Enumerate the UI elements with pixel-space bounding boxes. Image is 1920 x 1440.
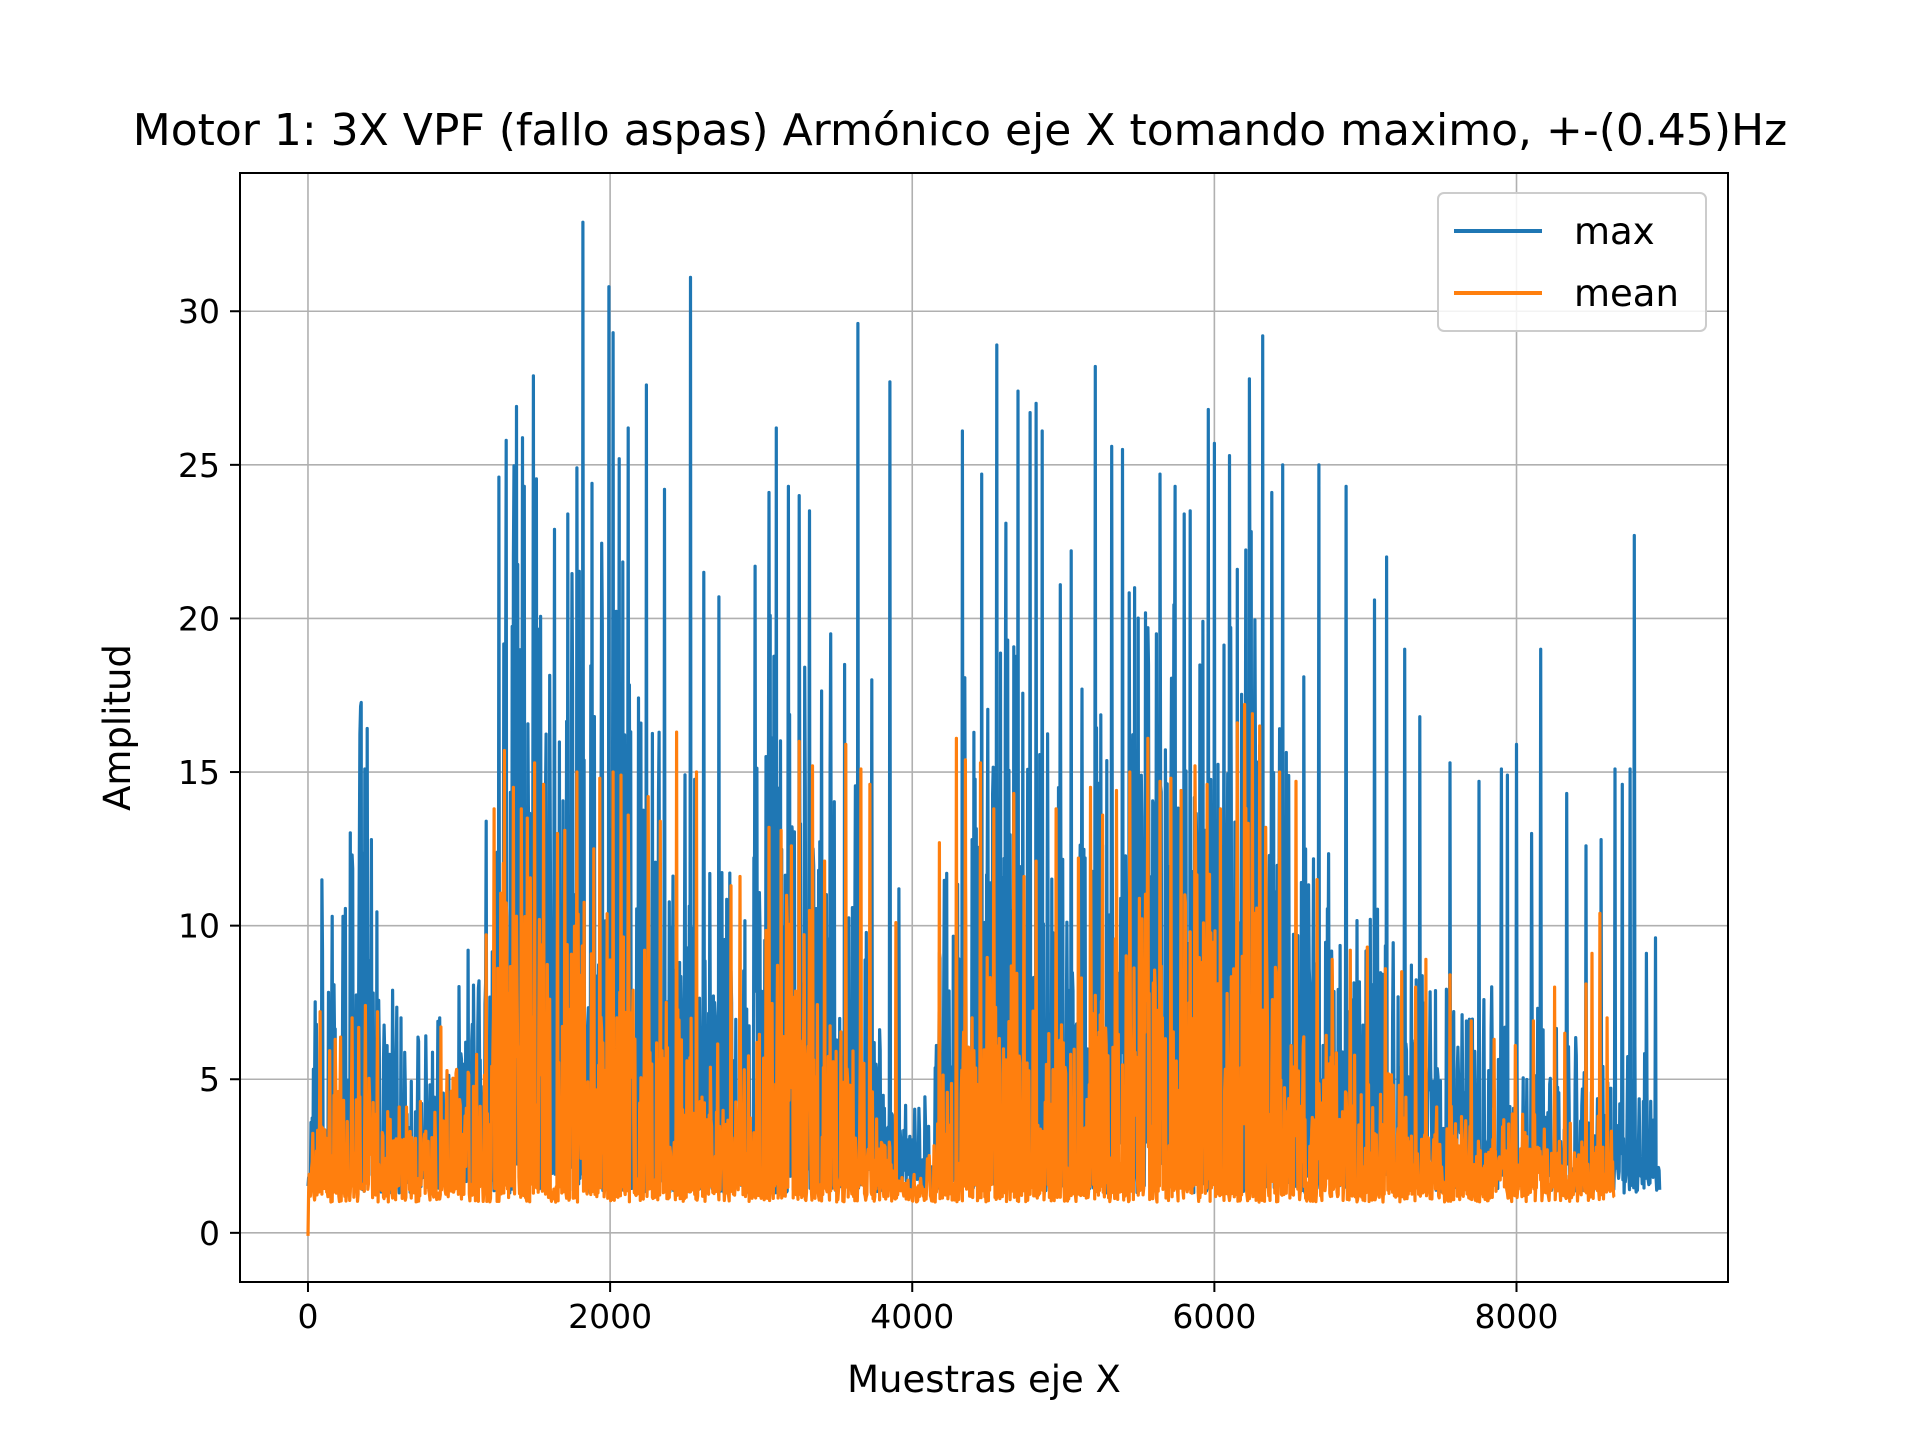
legend-label-mean: mean — [1574, 272, 1679, 315]
x-tick-label: 8000 — [1475, 1297, 1559, 1336]
y-tick-label: 5 — [199, 1060, 220, 1099]
x-tick-label: 0 — [297, 1297, 318, 1336]
y-tick-label: 0 — [199, 1214, 220, 1253]
series-layer — [306, 220, 1662, 1236]
y-tick-label: 25 — [178, 446, 220, 485]
y-tick-label: 15 — [178, 753, 220, 792]
x-tick-label: 6000 — [1172, 1297, 1256, 1336]
plot-frame — [239, 172, 1729, 1283]
x-axis-label: Muestras eje X — [847, 1358, 1121, 1401]
chart-title: Motor 1: 3X VPF (fallo aspas) Armónico e… — [133, 105, 1788, 156]
x-tick-label: 2000 — [568, 1297, 652, 1336]
y-axis-label: Amplitud — [96, 644, 139, 811]
x-tick-label: 4000 — [870, 1297, 954, 1336]
series-line-mean — [306, 702, 1616, 1236]
y-tick-label: 30 — [178, 292, 220, 331]
legend-box — [1437, 192, 1707, 332]
legend-label-max: max — [1574, 210, 1655, 253]
legend: max mean — [1437, 192, 1707, 332]
tick-layer: 0 2000 4000 6000 8000 0 5 10 15 20 25 30 — [178, 292, 1558, 1336]
y-tick-label: 10 — [178, 907, 220, 946]
y-tick-label: 20 — [178, 599, 220, 638]
